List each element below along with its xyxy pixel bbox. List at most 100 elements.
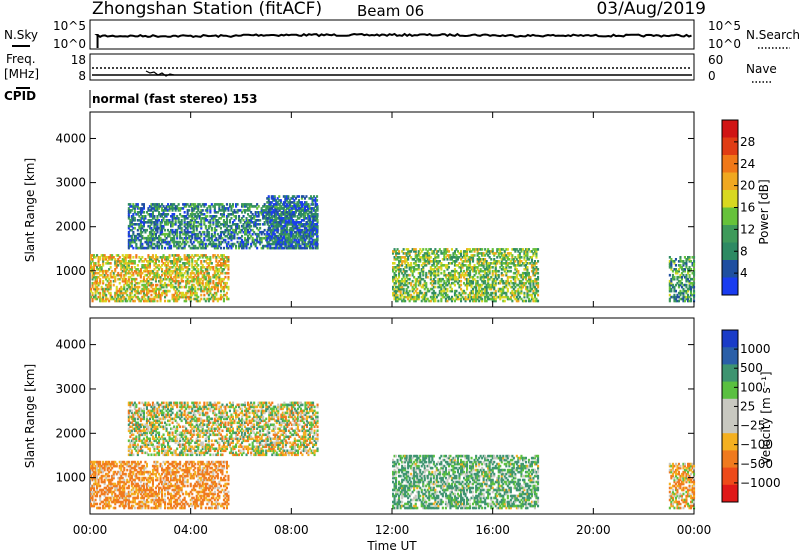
power-echo-cell [478,289,481,293]
power-echo-cell [156,240,159,244]
power-echo-cell [164,273,167,277]
power-echo-cell [682,262,685,265]
power-echo-cell [413,291,416,295]
power-echo-cell [185,256,188,259]
power-echo-cell [267,242,270,246]
power-echo-cell [121,254,124,257]
power-echo-cell [688,273,691,277]
power-echo-cell [671,283,674,287]
power-echo-cell [245,221,248,224]
power-echo-cell [177,221,180,224]
power-echo-cell [180,236,183,240]
power-echo-cell [100,285,103,289]
power-echo-cell [671,295,674,299]
power-echo-cell [297,240,300,244]
power-echo-cell [398,297,401,301]
power-echo-cell [431,287,434,291]
velocity-echo-cell [90,502,93,506]
power-echo-cell [262,223,265,226]
power-echo-cell [281,246,284,250]
power-echo-cell [197,221,200,224]
power-echo-cell [213,271,216,275]
power-echo-cell [482,287,485,291]
power-echo-cell [405,258,408,261]
power-echo-cell [115,266,118,269]
power-echo-cell [423,252,426,255]
power-echo-cell [248,232,251,236]
power-echo-cell [139,291,142,295]
power-echo-cell [227,246,230,250]
power-echo-cell [130,281,133,285]
power-echo-cell [685,258,688,261]
power-echo-cell [514,281,517,285]
power-echo-cell [262,209,265,212]
power-echo-cell [690,291,693,295]
power-echo-cell [463,250,466,253]
power-echo-cell [194,205,197,208]
power-echo-cell [268,215,271,218]
power-echo-cell [440,283,443,287]
power-echo-cell [174,262,177,265]
power-echo-cell [311,226,314,230]
power-echo-cell [530,256,533,259]
power-echo-cell [440,264,443,267]
power-echo-cell [482,264,485,267]
power-echo-cell [213,275,216,279]
velocity-echo-cell [90,492,93,496]
power-echo-cell [535,287,538,291]
power-echo-cell [221,287,224,291]
power-echo-cell [93,262,96,265]
power-echo-cell [96,254,99,257]
power-echo-cell [245,244,248,248]
power-echo-cell [680,277,683,281]
power-echo-cell [159,228,162,232]
power-echo-cell [407,293,410,297]
power-echo-cell [271,205,274,208]
power-echo-cell [434,281,437,285]
power-echo-cell [294,246,297,250]
power-echo-cell [145,260,148,263]
power-echo-cell [168,205,171,208]
power-echo-cell [126,266,129,269]
power-echo-cell [453,256,456,259]
power-echo-cell [185,297,188,301]
power-echo-cell [133,211,136,214]
power-echo-cell [674,264,677,267]
power-echo-cell [194,215,197,218]
power-echo-cell [153,262,156,265]
power-echo-cell [168,207,171,210]
power-echo-cell [144,215,147,218]
power-echo-cell [691,262,694,265]
power-echo-cell [154,273,157,277]
power-echo-cell [401,250,404,253]
power-echo-cell [245,205,248,208]
power-echo-cell [467,273,470,277]
power-echo-cell [191,254,194,257]
power-echo-cell [300,209,303,212]
power-echo-cell [276,242,279,246]
power-echo-cell [180,228,183,232]
power-echo-cell [206,283,209,287]
power-echo-cell [512,281,515,285]
power-echo-cell [222,219,225,222]
power-echo-cell [407,291,410,295]
power-echo-cell [206,268,209,271]
power-echo-cell [158,205,161,208]
power-echo-cell [429,269,432,273]
power-echo-cell [189,279,192,283]
power-echo-cell [186,240,189,244]
power-echo-cell [526,291,529,295]
power-echo-cell [174,273,177,277]
power-echo-cell [127,264,130,267]
power-echo-cell [308,217,311,220]
power-echo-cell [176,264,179,267]
freq-frame [89,53,695,81]
power-echo-cell [132,213,135,216]
power-echo-cell [503,250,506,253]
power-echo-cell [313,242,316,246]
power-echo-cell [183,223,186,226]
power-echo-cell [126,283,129,287]
power-echo-cell [102,297,105,301]
power-echo-cell [179,221,182,224]
